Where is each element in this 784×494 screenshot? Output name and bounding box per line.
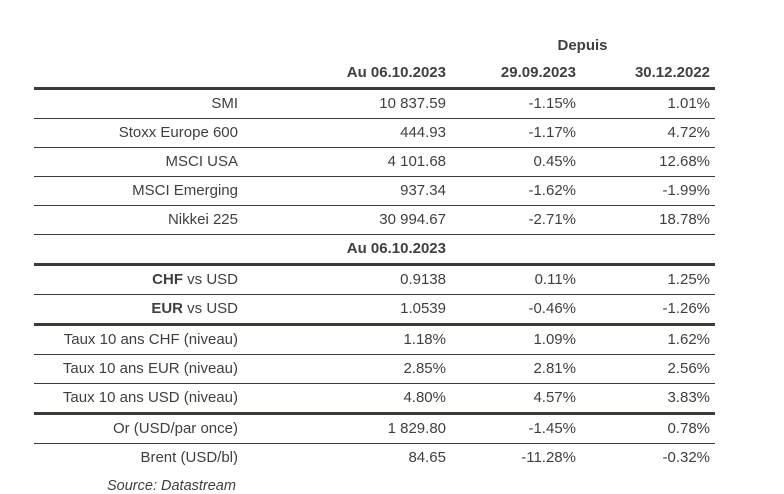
row-label: Stoxx Europe 600 xyxy=(34,118,250,148)
row-label: SMI xyxy=(34,88,250,119)
row-value: 30 994.67 xyxy=(250,205,450,235)
row-since-week: 2.81% xyxy=(450,354,580,384)
row-since-ytd: 1.01% xyxy=(580,88,716,119)
row-label: MSCI USA xyxy=(34,147,250,177)
table-row-rate-chf: Taux 10 ans CHF (niveau) 1.18% 1.09% 1.6… xyxy=(34,324,716,355)
spacer-cell xyxy=(450,234,580,266)
table-row-chf-usd: CHF vs USD 0.9138 0.11% 1.25% xyxy=(34,264,716,295)
row-value: 1.18% xyxy=(250,324,450,355)
column-header-value-date: Au 06.10.2023 xyxy=(250,59,450,90)
row-label: Taux 10 ans CHF (niveau) xyxy=(34,324,250,355)
row-since-ytd: -1.99% xyxy=(580,176,716,206)
table-row-rate-eur: Taux 10 ans EUR (niveau) 2.85% 2.81% 2.5… xyxy=(34,354,716,384)
row-since-week: -1.45% xyxy=(450,413,580,444)
source-note: Source: Datastream xyxy=(107,478,236,494)
table-row-msci-emerging: MSCI Emerging 937.34 -1.62% -1.99% xyxy=(34,176,716,206)
row-since-ytd: 3.83% xyxy=(580,383,716,415)
table-row-eur-usd: EUR vs USD 1.0539 -0.46% -1.26% xyxy=(34,294,716,326)
currency-pair-rest: vs USD xyxy=(182,271,238,288)
row-since-ytd: -0.32% xyxy=(662,449,711,466)
row-since-week: 1.09% xyxy=(450,324,580,355)
row-value: 2.85% xyxy=(250,354,450,384)
row-since-week: 0.11% xyxy=(450,264,580,295)
row-value: 0.9138 xyxy=(250,264,450,295)
table-row-msci-usa: MSCI USA 4 101.68 0.45% 12.68% xyxy=(34,147,716,177)
column-header-since-week: 29.09.2023 xyxy=(450,59,580,90)
row-since-week: 0.45% xyxy=(450,147,580,177)
row-label: Nikkei 225 xyxy=(34,205,250,235)
since-header-row: Depuis xyxy=(34,34,715,59)
row-label: CHF vs USD xyxy=(34,264,250,295)
row-label: Taux 10 ans EUR (niveau) xyxy=(34,354,250,384)
row-value: 937.34 xyxy=(250,176,450,206)
row-since-ytd: 4.72% xyxy=(580,118,716,148)
row-since-week: 4.57% xyxy=(450,383,580,415)
row-value: 4 101.68 xyxy=(250,147,450,177)
table-row-smi: SMI 10 837.59 -1.15% 1.01% xyxy=(34,88,716,119)
since-label: Depuis xyxy=(557,37,608,54)
row-since-week: -11.28% xyxy=(521,449,576,466)
table-row-stoxx: Stoxx Europe 600 444.93 -1.17% 4.72% xyxy=(34,118,716,148)
table-row-rate-usd: Taux 10 ans USD (niveau) 4.80% 4.57% 3.8… xyxy=(34,383,716,415)
currency-pair-rest: vs USD xyxy=(182,300,238,317)
row-value: 84.65 xyxy=(408,449,446,466)
row-since-ytd: 1.62% xyxy=(580,324,716,355)
spacer-cell xyxy=(34,234,250,266)
row-since-ytd: -1.26% xyxy=(580,294,716,326)
spacer-cell xyxy=(580,234,716,266)
row-since-ytd: 0.78% xyxy=(580,413,716,444)
currency-code: CHF xyxy=(152,271,183,288)
table-row-brent: Brent (USD/bl) 84.65 -11.28% -0.32% xyxy=(34,444,715,473)
row-value: 1.0539 xyxy=(250,294,450,326)
spacer-cell xyxy=(34,34,250,59)
row-value: 4.80% xyxy=(250,383,450,415)
row-value: 10 837.59 xyxy=(250,88,450,119)
row-since-week: -2.71% xyxy=(450,205,580,235)
row-since-ytd: 1.25% xyxy=(580,264,716,295)
row-label: EUR vs USD xyxy=(34,294,250,326)
market-data-table: Depuis Au 06.10.2023 29.09.2023 30.12.20… xyxy=(34,34,716,473)
row-value: 1 829.80 xyxy=(250,413,450,444)
row-label: Brent (USD/bl) xyxy=(140,449,238,466)
market-report-sheet: Depuis Au 06.10.2023 29.09.2023 30.12.20… xyxy=(34,34,716,494)
row-label: Taux 10 ans USD (niveau) xyxy=(34,383,250,415)
currency-code: EUR xyxy=(151,300,183,317)
row-value: 444.93 xyxy=(250,118,450,148)
subheader-value-date: Au 06.10.2023 xyxy=(250,234,450,266)
row-since-ytd: 12.68% xyxy=(580,147,716,177)
row-label: Or (USD/par once) xyxy=(34,413,250,444)
column-header-row: Au 06.10.2023 29.09.2023 30.12.2022 xyxy=(34,59,716,90)
row-since-week: -1.62% xyxy=(450,176,580,206)
table-row-gold: Or (USD/par once) 1 829.80 -1.45% 0.78% xyxy=(34,413,716,444)
subheader-row: Au 06.10.2023 xyxy=(34,234,716,266)
row-since-week: -1.15% xyxy=(450,88,580,119)
row-since-ytd: 18.78% xyxy=(580,205,716,235)
column-header-since-ytd: 30.12.2022 xyxy=(580,59,716,90)
table-row-nikkei: Nikkei 225 30 994.67 -2.71% 18.78% xyxy=(34,205,716,235)
spacer-cell xyxy=(34,59,250,90)
row-since-ytd: 2.56% xyxy=(580,354,716,384)
spacer-cell xyxy=(250,34,450,59)
row-since-week: -1.17% xyxy=(450,118,580,148)
row-since-week: -0.46% xyxy=(450,294,580,326)
row-label: MSCI Emerging xyxy=(34,176,250,206)
